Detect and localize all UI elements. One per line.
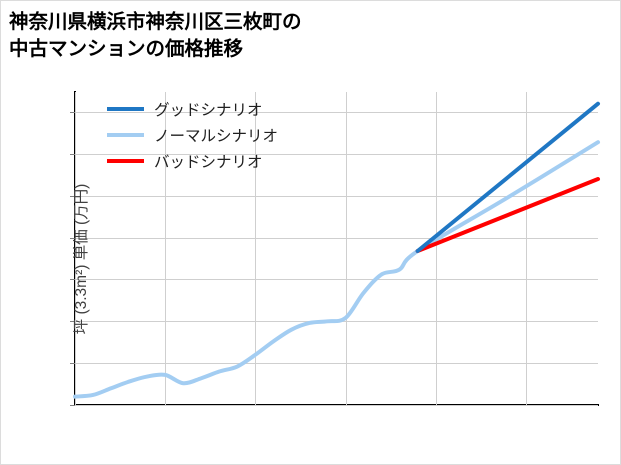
gridline-vertical (435, 92, 437, 405)
series-line (415, 177, 600, 254)
legend-color-swatch (107, 133, 144, 137)
chart-title: 神奈川県横浜市神奈川区三枚町の 中古マンションの価格推移 (9, 11, 302, 60)
gridline-vertical (75, 92, 76, 405)
gridline-horizontal (75, 195, 598, 197)
plot-area: 75100125150175200225250 2005201020152020… (70, 92, 600, 406)
legend-color-swatch (107, 159, 144, 163)
legend-color-swatch (107, 107, 144, 111)
gridline-horizontal (75, 405, 598, 406)
y-tick-mark (70, 153, 75, 155)
y-tick-mark (70, 195, 75, 197)
series-line (415, 101, 600, 254)
legend-label: ノーマルシナリオ (154, 128, 279, 145)
legend-item[interactable]: グッドシナリオ (107, 96, 337, 122)
legend-item[interactable]: ノーマルシナリオ (107, 122, 337, 148)
legend-label: グッドシナリオ (154, 102, 263, 119)
gridline-horizontal (75, 153, 598, 155)
legend-item[interactable]: バッドシナリオ (107, 148, 337, 174)
y-tick-mark (70, 405, 75, 406)
gridline-horizontal (75, 279, 598, 281)
gridline-horizontal (75, 112, 598, 114)
y-axis-label: 坪 (3.3m²) 単価 (万円) (73, 183, 90, 335)
chart-legend: グッドシナリオ ノーマルシナリオ バッドシナリオ (107, 96, 337, 174)
legend-label: バッドシナリオ (154, 154, 263, 171)
gridline-horizontal (75, 237, 598, 239)
y-tick-mark (70, 363, 75, 365)
gridline-vertical (345, 92, 347, 405)
y-tick-mark (70, 112, 75, 114)
y-tick-mark (70, 237, 75, 239)
y-tick-mark (70, 279, 75, 281)
gridline-horizontal (75, 363, 598, 365)
gridline-vertical (525, 92, 527, 405)
data-series-layer (73, 101, 600, 399)
series-line (73, 140, 600, 399)
gridline-vertical (165, 92, 167, 405)
y-tick-mark (70, 321, 75, 323)
gridline-vertical (255, 92, 257, 405)
